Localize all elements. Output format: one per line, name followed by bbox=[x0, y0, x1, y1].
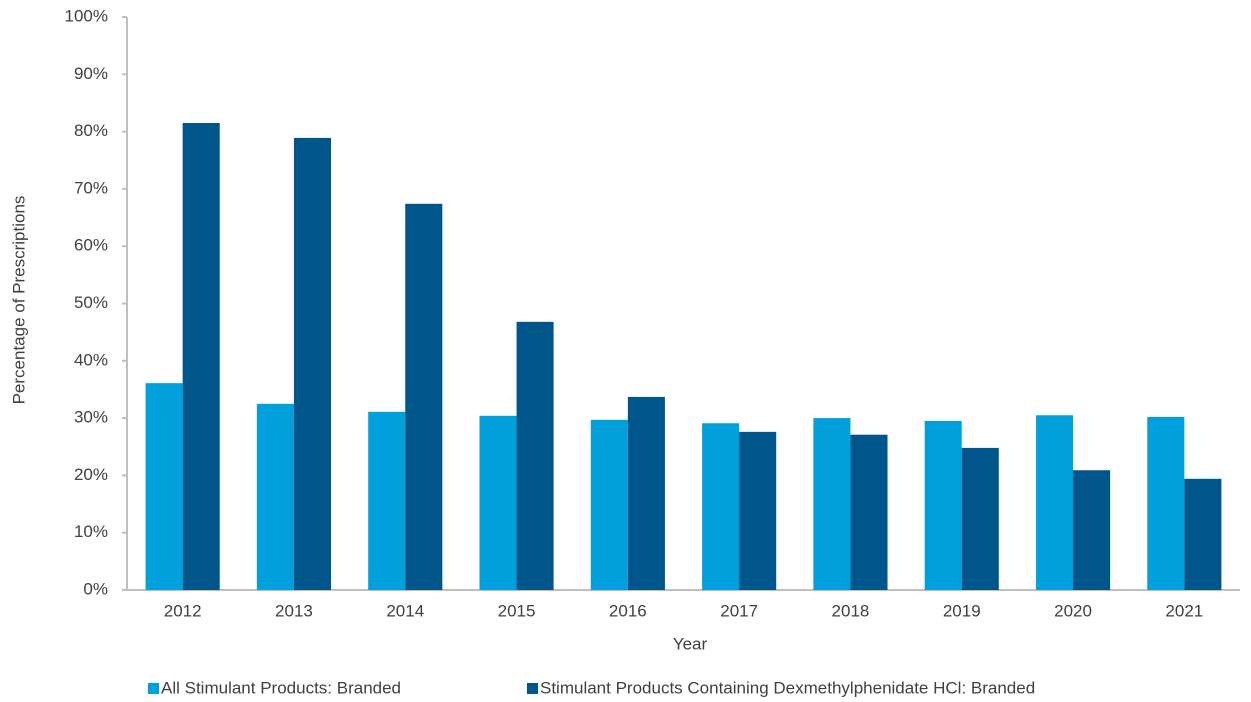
bar bbox=[702, 423, 740, 590]
y-tick-label: 90% bbox=[74, 64, 108, 83]
legend-label: All Stimulant Products: Branded bbox=[161, 678, 401, 697]
bar bbox=[516, 321, 554, 590]
legend-label: Stimulant Products Containing Dexmethylp… bbox=[540, 678, 1035, 697]
y-tick-label: 30% bbox=[74, 408, 108, 427]
x-tick-label: 2015 bbox=[498, 601, 536, 620]
bar bbox=[256, 403, 294, 590]
y-tick-label: 20% bbox=[74, 465, 108, 484]
bar bbox=[961, 447, 999, 590]
bar bbox=[479, 415, 517, 590]
bar bbox=[182, 123, 220, 590]
bar bbox=[1073, 470, 1111, 590]
x-tick-label: 2021 bbox=[1165, 601, 1203, 620]
y-tick-label: 80% bbox=[74, 121, 108, 140]
x-tick-label: 2019 bbox=[943, 601, 981, 620]
x-tick-label: 2017 bbox=[720, 601, 758, 620]
y-tick-label: 10% bbox=[74, 522, 108, 541]
bar bbox=[924, 420, 962, 590]
x-tick-label: 2018 bbox=[832, 601, 870, 620]
y-tick-label: 70% bbox=[74, 178, 108, 197]
bar bbox=[739, 431, 777, 590]
bar bbox=[293, 137, 332, 590]
y-tick-label: 0% bbox=[83, 579, 108, 598]
bar bbox=[1035, 415, 1074, 590]
bar bbox=[850, 434, 888, 590]
bar bbox=[627, 396, 665, 590]
y-tick-label: 50% bbox=[74, 293, 108, 312]
bar bbox=[1147, 416, 1185, 590]
bar bbox=[590, 419, 628, 590]
bar bbox=[145, 383, 183, 590]
x-tick-label: 2012 bbox=[164, 601, 202, 620]
bar bbox=[813, 418, 851, 590]
x-tick-label: 2013 bbox=[275, 601, 313, 620]
x-tick-label: 2014 bbox=[386, 601, 424, 620]
legend-swatch bbox=[527, 683, 538, 694]
y-tick-label: 100% bbox=[65, 6, 108, 25]
x-tick-label: 2016 bbox=[609, 601, 647, 620]
x-axis-title: Year bbox=[673, 634, 708, 653]
bar bbox=[368, 411, 406, 590]
bar bbox=[405, 203, 443, 590]
y-tick-label: 40% bbox=[74, 350, 108, 369]
y-tick-label: 60% bbox=[74, 236, 108, 255]
x-tick-label: 2020 bbox=[1054, 601, 1092, 620]
legend-swatch bbox=[148, 683, 159, 694]
bar bbox=[1184, 478, 1222, 590]
y-axis-title: Percentage of Prescriptions bbox=[9, 196, 28, 405]
